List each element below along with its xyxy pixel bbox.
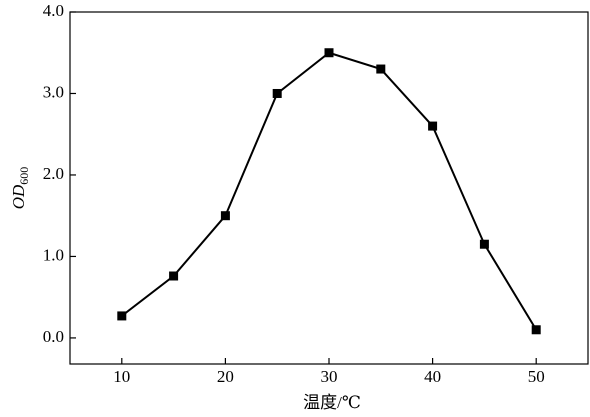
data-point xyxy=(531,325,541,335)
data-point xyxy=(220,211,230,221)
y-axis-label-main: OD xyxy=(9,184,28,209)
x-axis-label: 温度/℃ xyxy=(303,393,361,412)
plot-frame xyxy=(69,11,589,365)
y-tick-label: 4.0 xyxy=(43,1,64,20)
x-tick-label: 40 xyxy=(424,367,441,386)
data-line xyxy=(121,51,538,331)
x-tick-label: 50 xyxy=(528,367,545,386)
y-axis-label: OD600 xyxy=(9,167,31,210)
data-point xyxy=(272,88,282,98)
x-tick-label: 20 xyxy=(217,367,234,386)
data-point xyxy=(479,239,489,249)
x-tick-label: 30 xyxy=(321,367,338,386)
y-tick-label: 2.0 xyxy=(43,164,64,183)
data-point xyxy=(169,271,179,281)
y-axis-label-subscript: 600 xyxy=(17,167,31,185)
x-tick-label: 10 xyxy=(113,367,130,386)
data-point xyxy=(428,121,438,131)
data-point xyxy=(376,64,386,74)
y-tick-label: 0.0 xyxy=(43,327,64,346)
data-point xyxy=(324,48,334,58)
y-tick-label: 1.0 xyxy=(43,245,64,264)
data-point xyxy=(117,311,127,321)
y-tick-label: 3.0 xyxy=(43,82,64,101)
